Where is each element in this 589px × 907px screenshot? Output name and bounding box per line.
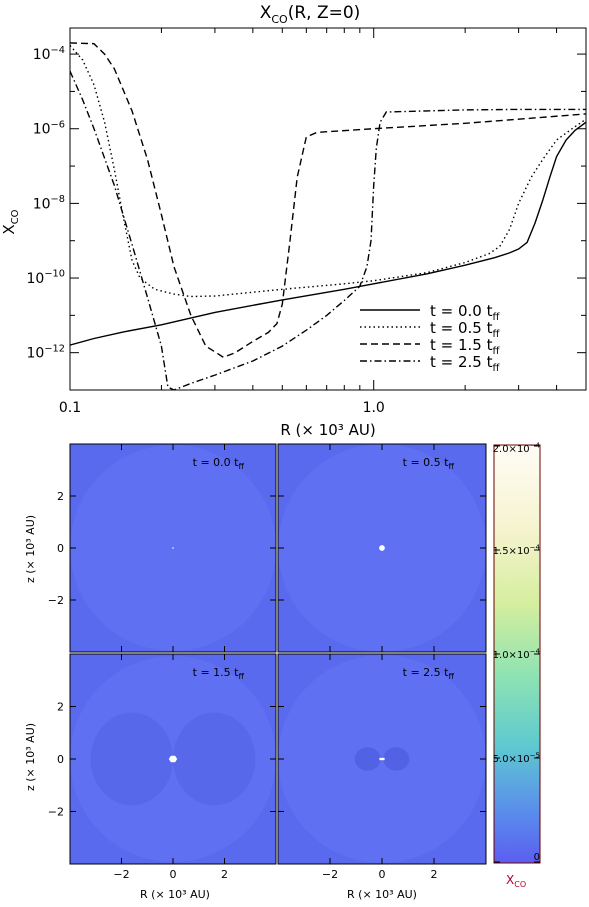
colorbar-tick-label: 5.0×10−5 [493,752,540,766]
map-panel-0: −2 0 2 t = 0.0 tff [48,443,277,653]
line-chart-ticks: 10−4 10−6 10−8 10−10 10−12 0.1 1.0 [26,28,587,416]
map-x-tick-label: 2 [221,868,228,881]
colorbar-tick-label: 1.0×10−4 [493,648,541,662]
colorbar-gradient [493,444,541,864]
map-x-tick-label: −2 [322,868,338,881]
map-y-tick-label: −2 [48,806,64,819]
map-lobe [90,712,173,806]
map-depletion-hole [168,755,178,763]
map-y-label-top: z (× 10³ AU) [24,515,37,583]
map-time-label: t = 0.5 tff [403,456,455,471]
line-chart-x-label: R (× 10³ AU) [280,421,375,439]
line-chart-series-group [70,42,586,390]
map-lobe [354,747,381,771]
map-panel-3: −2 0 2 t = 2.5 tff [277,653,487,881]
y-tick-label: 10−4 [33,45,65,63]
legend-label-3: t = 2.5 tff [430,353,501,374]
colorbar-tick-label: 0 [534,852,540,863]
colorbar-label: XCO [506,873,526,889]
map-y-tick-label: 0 [57,753,64,766]
map-panel-2: −2 −2 0 0 2 2 t = 1.5 tff [48,653,277,881]
series-line-1 [70,45,586,298]
series-line-3 [70,70,586,390]
map-y-tick-label: 2 [57,490,64,503]
map-frame [277,443,487,653]
y-tick-label: 10−8 [33,194,65,212]
map-panel-1: t = 0.5 tff [277,443,487,653]
legend-label-2: t = 1.5 tff [430,336,501,357]
map-x-label-left: R (× 10³ AU) [140,888,210,901]
series-line-2 [70,42,586,359]
map-x-tick-label: −2 [113,868,129,881]
map-x-label-right: R (× 10³ AU) [347,888,417,901]
map-time-label: t = 0.0 tff [193,456,245,471]
map-frame [69,443,277,653]
legend-label-0: t = 0.0 tff [430,302,501,323]
map-y-tick-label: 0 [57,542,64,555]
map-frame [277,653,487,865]
legend-label-1: t = 0.5 tff [430,319,501,340]
map-depletion-hole [172,547,174,549]
map-x-tick-label: 0 [170,868,177,881]
map-x-tick-label: 2 [431,868,438,881]
map-lobe [383,747,410,771]
map-time-label: t = 2.5 tff [403,666,455,681]
y-tick-label: 10−12 [26,343,65,361]
map-depletion-hole [379,545,385,551]
x-tick-label: 1.0 [363,400,385,416]
map-y-tick-label: 2 [57,701,64,714]
colorbar-tick-label: 1.5×10−4 [493,544,541,558]
map-depletion-hole [379,757,385,761]
colorbar: 2.0×10−4 1.5×10−4 1.0×10−4 5.0×10−5 0 XCO [493,442,541,890]
map-lobe [173,712,256,806]
line-chart-frame [69,27,587,391]
map-frame [69,653,277,865]
line-chart: XCO(R, Z=0) XCO R (× 10³ AU) 10−410−610−… [0,3,587,439]
y-tick-label: 10−10 [26,269,65,287]
map-x-tick-label: 0 [379,868,386,881]
line-chart-y-label: XCO [0,209,21,234]
map-y-label-bottom: z (× 10³ AU) [24,723,37,791]
map-y-tick-label: −2 [48,594,64,607]
colorbar-tick-label: 2.0×10−4 [493,442,541,456]
x-tick-label: 0.1 [59,400,81,416]
map-grid: −2 0 2 t = 0.0 tff t = 0.5 tff −2 −2 0 0 2 2 t = 1.… [24,443,487,901]
line-chart-title: XCO(R, Z=0) [260,3,361,26]
series-line-0 [70,121,586,346]
map-time-label: t = 1.5 tff [193,666,245,681]
y-tick-label: 10−6 [33,119,65,137]
